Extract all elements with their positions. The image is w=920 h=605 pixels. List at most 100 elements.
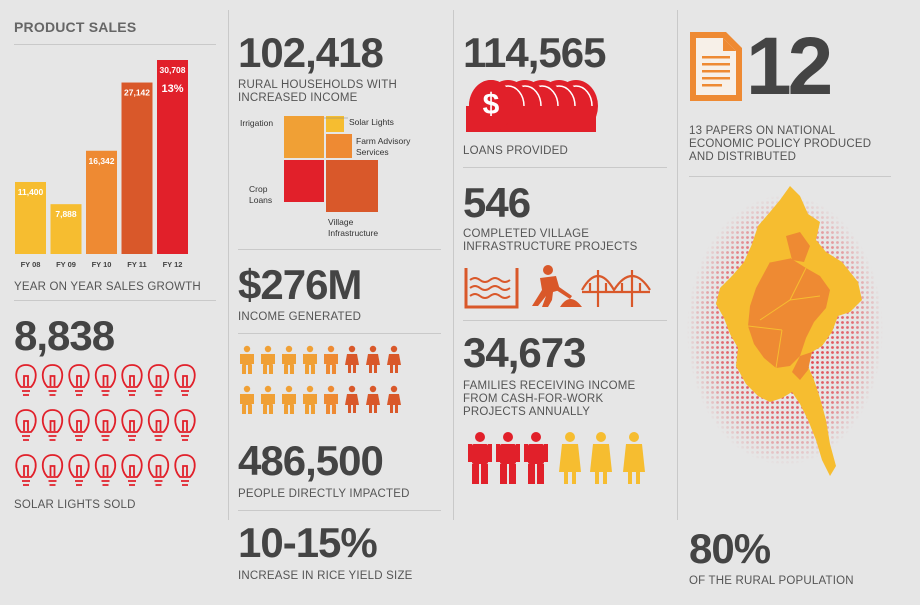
bar-value-label: 16,342 (89, 156, 115, 166)
product-sales-heading: PRODUCT SALES (14, 19, 137, 35)
rural-caption: OF THE RURAL POPULATION (689, 575, 854, 587)
male-family-icon (468, 432, 492, 484)
treemap-crop-loans (284, 160, 324, 202)
lightbulb-icon (174, 409, 196, 441)
bar-fy12 (157, 60, 188, 254)
document-icon (690, 32, 742, 101)
male-person-icon (324, 385, 338, 414)
village-number: 546 (463, 179, 531, 226)
male-person-icon (261, 385, 275, 414)
myanmar-map-icon (687, 186, 883, 476)
male-person-icon (240, 385, 254, 414)
male-family-icon (496, 432, 520, 484)
households-number: 102,418 (238, 29, 384, 76)
row-divider (14, 300, 216, 301)
solar-caption: SOLAR LIGHTS SOLD (14, 499, 136, 511)
label-farm-advisory-2: Services (356, 147, 389, 157)
male-person-icon (240, 345, 254, 374)
bar-value-label: 27,142 (124, 88, 150, 98)
row-divider (238, 510, 441, 511)
row-divider (463, 167, 667, 168)
income-caption: INCOME GENERATED (238, 311, 362, 323)
lightbulb-icon (121, 364, 143, 396)
male-family-icon (524, 432, 548, 484)
families-caption-1: FAMILIES RECEIVING INCOME (463, 380, 636, 392)
family-icons (468, 432, 645, 484)
coin-stack-icon (466, 80, 598, 132)
income-number: $276M (238, 261, 362, 308)
bar-value-label: 11,400 (18, 187, 44, 197)
lightbulb-icon (174, 364, 196, 396)
growth-annotation: 13% (161, 83, 183, 95)
lightbulb-icon (121, 454, 143, 486)
male-person-icon (303, 345, 317, 374)
village-caption-2: INFRASTRUCTURE PROJECTS (463, 241, 638, 253)
lightbulb-icon (121, 409, 143, 441)
households-caption-1: RURAL HOUSEHOLDS WITH (238, 79, 398, 91)
rice-number: 10-15% (238, 519, 378, 566)
lightbulb-grid (15, 364, 196, 486)
bar-fy11 (121, 82, 153, 254)
lightbulb-icon (68, 454, 90, 486)
lightbulb-icon (94, 409, 117, 441)
papers-number: 12 (746, 21, 833, 112)
families-caption-3: PROJECTS ANNUALLY (463, 406, 591, 418)
label-crop-2: Loans (249, 195, 273, 205)
row-divider (463, 320, 667, 321)
column-divider (677, 10, 678, 520)
worker-shovel-icon (532, 265, 582, 307)
lightbulb-icon (94, 454, 117, 486)
row-divider (14, 44, 216, 45)
treemap-village-infrastructure (326, 160, 378, 212)
bar-fy09 (50, 204, 82, 254)
bar-fy08 (15, 181, 46, 254)
female-person-icon (366, 345, 380, 373)
lightbulb-icon (147, 364, 170, 396)
lightbulb-icon (15, 454, 37, 486)
female-person-icon (387, 345, 401, 373)
papers-caption-2: ECONOMIC POLICY PRODUCED (689, 138, 872, 150)
bar-value-label: 30,708 (160, 65, 186, 75)
row-divider (689, 176, 891, 177)
families-number: 34,673 (463, 329, 586, 376)
lightbulb-icon (147, 454, 170, 486)
lightbulb-icon (15, 364, 37, 396)
lightbulb-icon (94, 364, 117, 396)
village-caption-1: COMPLETED VILLAGE (463, 228, 590, 240)
bridge-icon (581, 270, 651, 307)
water-tank-icon (464, 268, 519, 309)
label-crop-1: Crop (249, 184, 268, 194)
label-solar-lights: Solar Lights (349, 117, 394, 127)
treemap-solar-lights (326, 116, 344, 132)
lightbulb-icon (41, 364, 64, 396)
female-family-icon (559, 432, 581, 484)
lightbulb-icon (68, 364, 90, 396)
female-person-icon (366, 385, 380, 413)
label-village-2: Infrastructure (328, 228, 379, 238)
label-village-1: Village (328, 217, 354, 227)
label-farm-advisory-1: Farm Advisory (356, 136, 411, 146)
lightbulb-icon (174, 454, 196, 486)
male-person-icon (303, 385, 317, 414)
row-divider (238, 333, 441, 334)
lightbulb-icon (41, 409, 64, 441)
lightbulb-icon (15, 409, 37, 441)
rural-number: 80% (689, 525, 771, 572)
families-caption-2: FROM CASH-FOR-WORK (463, 393, 604, 405)
bar-category-label: FY 11 (127, 260, 146, 269)
households-caption-2: INCREASED INCOME (238, 92, 358, 104)
loans-number: 114,565 (463, 29, 607, 76)
column-divider (228, 10, 229, 520)
row-divider (238, 249, 441, 250)
male-person-icon (282, 385, 296, 414)
male-person-icon (261, 345, 275, 374)
label-irrigation: Irrigation (240, 118, 274, 128)
lightbulb-icon (68, 409, 90, 441)
male-person-icon (282, 345, 296, 374)
column-divider (453, 10, 454, 520)
dollar-symbol: $ (482, 88, 500, 121)
people-caption: PEOPLE DIRECTLY IMPACTED (238, 488, 410, 500)
lightbulb-icon (41, 454, 64, 486)
female-family-icon (623, 432, 645, 484)
village-icons (464, 265, 651, 309)
